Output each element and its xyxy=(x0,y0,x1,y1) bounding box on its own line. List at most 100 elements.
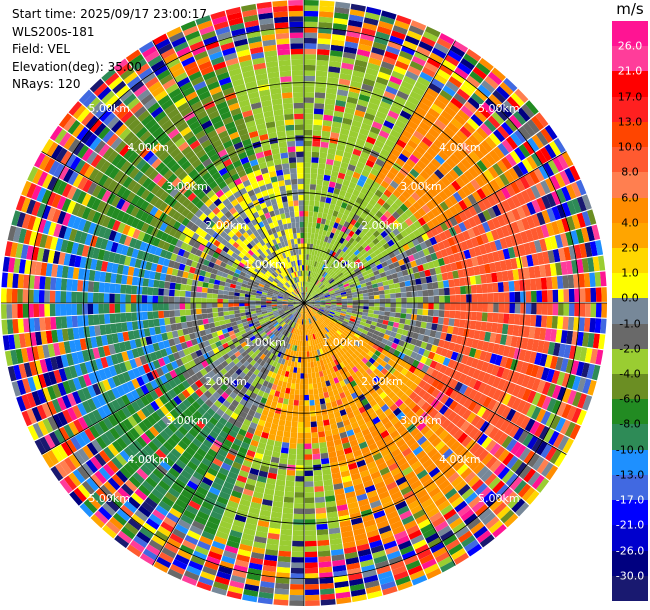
gate-cell xyxy=(420,341,428,350)
gate-cell xyxy=(94,470,107,485)
gate-cell xyxy=(251,338,258,344)
gate-cell xyxy=(441,272,449,281)
gate-cell xyxy=(483,169,495,182)
gate-cell xyxy=(417,207,427,217)
gate-cell xyxy=(322,289,329,294)
gate-cell xyxy=(227,471,239,480)
gate-cell xyxy=(263,449,273,457)
gate-cell xyxy=(261,575,276,583)
gate-cell xyxy=(325,298,331,301)
gate-cell xyxy=(269,316,276,321)
gate-cell xyxy=(448,400,459,411)
gate-cell xyxy=(71,352,80,365)
gate-cell xyxy=(505,408,517,422)
gate-cell xyxy=(290,578,304,585)
gate-cell xyxy=(591,224,601,241)
gate-cell xyxy=(404,388,414,397)
gate-cell xyxy=(243,527,256,536)
gate-cell xyxy=(183,484,196,496)
gate-cell xyxy=(313,119,323,126)
gate-cell xyxy=(288,305,294,309)
gate-cell xyxy=(276,402,283,409)
gate-cell xyxy=(173,337,181,345)
gate-cell xyxy=(558,303,564,316)
gate-cell xyxy=(314,491,325,498)
gate-cell xyxy=(374,420,384,430)
gate-cell xyxy=(294,328,297,335)
gate-cell xyxy=(445,80,460,93)
gate-cell xyxy=(499,487,514,502)
gate-cell xyxy=(427,351,436,360)
gate-cell xyxy=(436,68,451,81)
gate-cell xyxy=(468,150,481,163)
gate-cell xyxy=(163,516,177,528)
gate-cell xyxy=(488,476,502,490)
gate-cell xyxy=(377,425,387,434)
gate-cell xyxy=(594,271,602,287)
gate-cell xyxy=(430,172,441,184)
gate-cell xyxy=(232,357,240,365)
gate-cell xyxy=(317,425,325,433)
gate-cell xyxy=(377,281,384,287)
gate-cell xyxy=(294,361,298,368)
gate-cell xyxy=(514,232,524,245)
gate-cell xyxy=(218,565,233,575)
gate-cell xyxy=(297,432,304,439)
gate-cell xyxy=(304,346,307,352)
gate-cell xyxy=(342,280,349,286)
gate-cell xyxy=(369,252,377,259)
gate-cell xyxy=(380,222,389,231)
gate-cell xyxy=(320,141,329,148)
gate-cell xyxy=(21,410,33,427)
gate-cell xyxy=(316,349,321,356)
gate-cell xyxy=(381,276,388,282)
gate-cell xyxy=(314,286,320,292)
gate-cell xyxy=(551,384,562,400)
gate-cell xyxy=(383,210,392,219)
gate-cell xyxy=(496,202,507,215)
gate-cell xyxy=(344,371,352,378)
gate-cell xyxy=(408,232,417,241)
gate-cell xyxy=(386,425,397,435)
gate-cell xyxy=(374,189,384,198)
gate-cell xyxy=(317,365,323,372)
gate-cell xyxy=(548,430,560,446)
gate-cell xyxy=(316,415,323,422)
gate-cell xyxy=(334,339,341,345)
gate-cell xyxy=(149,352,158,362)
gate-cell xyxy=(516,206,526,219)
gate-cell xyxy=(403,274,410,282)
gate-cell xyxy=(476,143,489,156)
gate-cell xyxy=(243,360,250,368)
gate-cell xyxy=(347,434,357,442)
gate-cell xyxy=(319,298,326,301)
gate-cell xyxy=(581,362,590,378)
gate-cell xyxy=(319,441,327,449)
gate-cell xyxy=(448,169,460,180)
gate-cell xyxy=(544,354,553,368)
gate-cell xyxy=(319,296,325,299)
gate-cell xyxy=(403,555,419,566)
gate-cell xyxy=(376,364,384,372)
gate-cell xyxy=(495,85,510,100)
gate-cell xyxy=(318,275,323,282)
gate-cell xyxy=(325,306,331,309)
gate-cell xyxy=(228,403,237,412)
gate-cell xyxy=(319,359,325,366)
gate-cell xyxy=(311,260,316,267)
gate-cell xyxy=(344,146,354,154)
gate-cell xyxy=(275,362,281,369)
gate-cell xyxy=(392,386,401,395)
gate-cell xyxy=(546,398,557,413)
gate-cell xyxy=(473,246,482,257)
gate-cell xyxy=(309,194,315,201)
gate-cell xyxy=(304,492,315,498)
gate-cell xyxy=(335,1,351,9)
gate-cell xyxy=(269,325,275,331)
gate-cell xyxy=(364,580,380,589)
gate-cell xyxy=(369,411,378,420)
gate-cell xyxy=(221,360,229,368)
gate-cell xyxy=(340,436,350,444)
gate-cell xyxy=(322,312,329,317)
gate-cell xyxy=(373,291,380,296)
